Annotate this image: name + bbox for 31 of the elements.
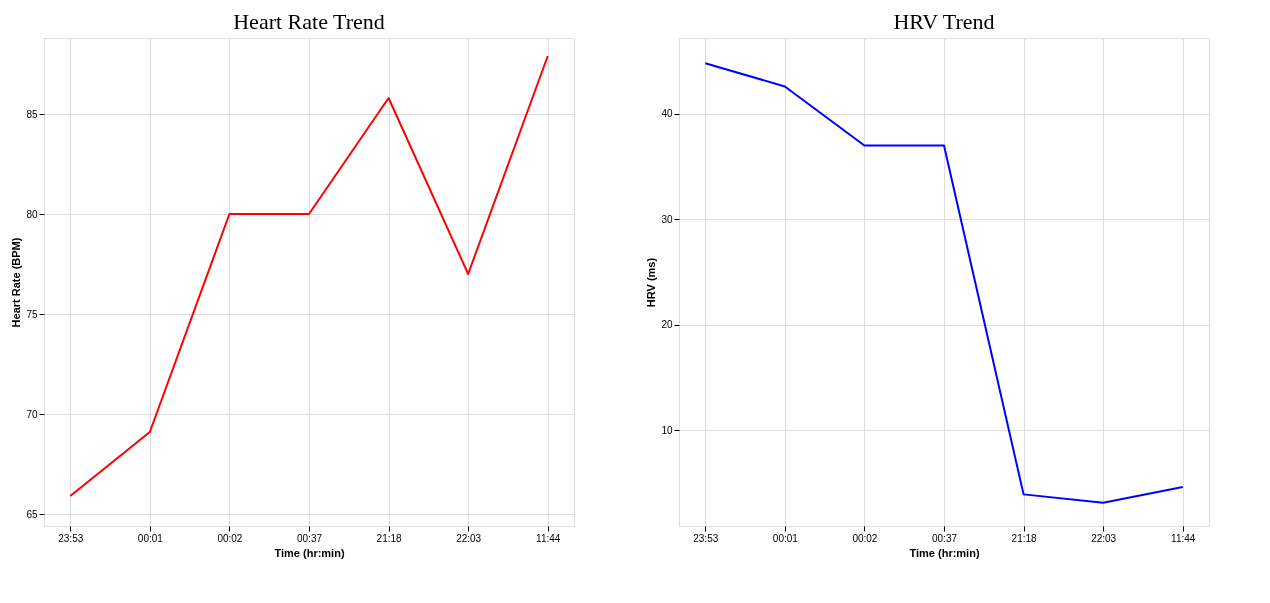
x-tick-label: 23:53 bbox=[693, 532, 719, 544]
y-tick-label: 70 bbox=[26, 408, 38, 420]
chart-title: Heart Rate Trend bbox=[233, 9, 385, 34]
y-tick-label: 30 bbox=[661, 213, 673, 225]
line-series bbox=[69, 55, 549, 497]
x-axis-title: Time (hr:min) bbox=[274, 546, 345, 559]
x-tick-label: 00:37 bbox=[296, 532, 323, 544]
y-tick-label: 10 bbox=[661, 424, 673, 436]
x-tick-label: 21:18 bbox=[1011, 532, 1038, 544]
x-tick-label: 22:03 bbox=[1091, 532, 1117, 544]
x-tick-label: 00:02 bbox=[852, 532, 878, 544]
x-tick-label: 11:44 bbox=[1171, 532, 1196, 544]
x-tick-label: 00:37 bbox=[931, 532, 958, 544]
x-tick-label: 11:44 bbox=[536, 532, 561, 544]
chart-title: HRV Trend bbox=[893, 9, 995, 34]
x-tick-label: 00:01 bbox=[772, 532, 799, 544]
y-tick-label: 65 bbox=[26, 508, 38, 520]
y-tick-label: 75 bbox=[26, 308, 38, 320]
line-series bbox=[704, 62, 1184, 504]
x-tick-label: 22:03 bbox=[456, 532, 482, 544]
x-tick-label: 00:02 bbox=[217, 532, 243, 544]
x-axis-title: Time (hr:min) bbox=[909, 546, 980, 559]
y-tick-label: 85 bbox=[26, 108, 38, 120]
y-axis-title: HRV (ms) bbox=[645, 257, 658, 308]
y-tick-label: 40 bbox=[661, 108, 673, 120]
x-tick-label: 21:18 bbox=[376, 532, 403, 544]
x-tick-label: 00:01 bbox=[137, 532, 164, 544]
x-tick-label: 23:53 bbox=[58, 532, 84, 544]
y-axis-title: Heart Rate (BPM) bbox=[10, 237, 23, 328]
y-tick-label: 80 bbox=[26, 208, 38, 220]
y-tick-label: 20 bbox=[661, 319, 673, 331]
